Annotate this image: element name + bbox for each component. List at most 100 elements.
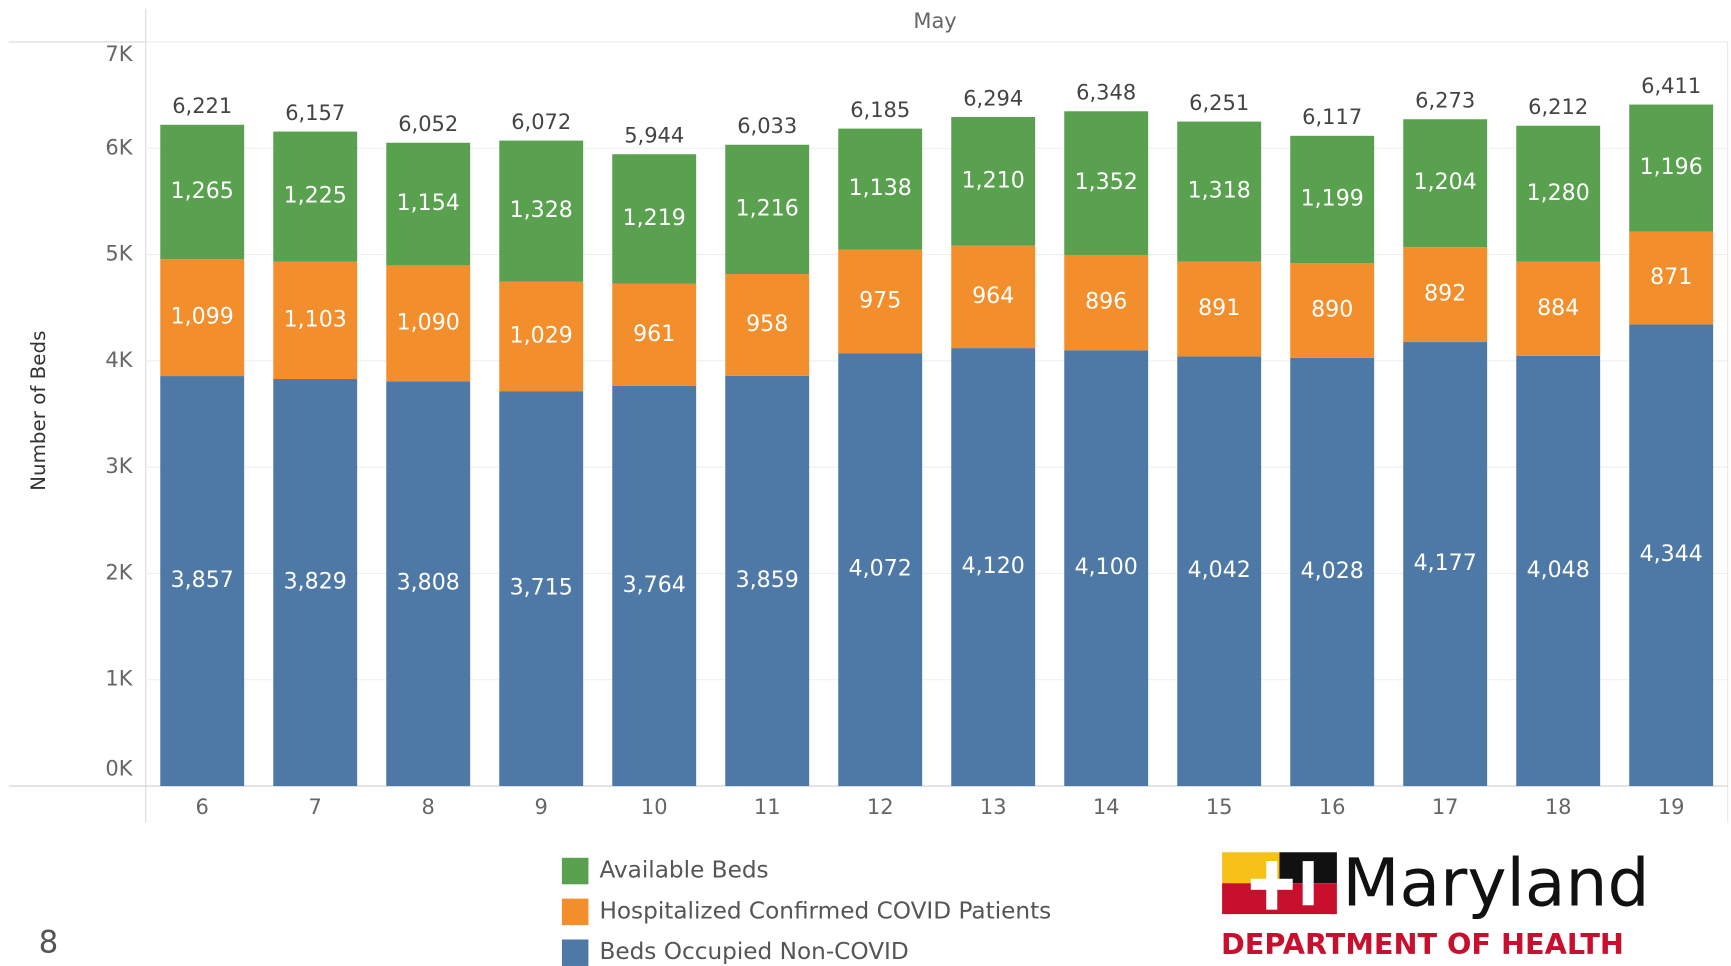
data-label: 1,138 bbox=[849, 176, 912, 201]
bar-segment bbox=[386, 142, 471, 266]
legend-swatch bbox=[561, 898, 589, 926]
legend-swatch bbox=[561, 857, 589, 885]
data-label: 3,808 bbox=[397, 571, 460, 596]
bar-segment bbox=[612, 385, 697, 787]
data-label: 1,318 bbox=[1188, 179, 1251, 204]
data-label: 1,280 bbox=[1527, 181, 1590, 206]
x-tick-label: 6 bbox=[196, 795, 209, 819]
logo-name: Maryland bbox=[1342, 845, 1649, 922]
data-label: 896 bbox=[1085, 290, 1127, 315]
data-label: 1,103 bbox=[284, 307, 347, 332]
total-label: 6,348 bbox=[1076, 81, 1136, 105]
total-label: 6,212 bbox=[1528, 95, 1588, 119]
bar-segment bbox=[1290, 135, 1375, 264]
bar-segment bbox=[951, 117, 1036, 246]
y-tick-label: 5K bbox=[105, 242, 133, 266]
total-label: 6,411 bbox=[1641, 74, 1701, 98]
x-tick-label: 9 bbox=[535, 795, 548, 819]
bar-segment bbox=[1516, 125, 1601, 262]
x-tick-label: 11 bbox=[754, 795, 781, 819]
data-label: 1,099 bbox=[171, 305, 234, 330]
total-label: 6,294 bbox=[963, 86, 1023, 110]
bar-segment bbox=[1629, 231, 1714, 325]
data-label: 975 bbox=[859, 288, 901, 313]
data-label: 3,859 bbox=[736, 568, 799, 593]
data-label: 4,120 bbox=[962, 554, 1025, 579]
bar-segment bbox=[1064, 111, 1149, 255]
y-axis-label: Number of Beds bbox=[27, 331, 50, 491]
legend-swatch bbox=[561, 939, 589, 966]
data-label: 1,210 bbox=[962, 168, 1025, 193]
x-tick-label: 10 bbox=[641, 795, 668, 819]
data-label: 1,352 bbox=[1075, 170, 1138, 195]
bar-segment bbox=[1177, 356, 1262, 787]
x-tick-label: 17 bbox=[1432, 795, 1459, 819]
bar-segment bbox=[725, 274, 810, 376]
bar-segment bbox=[1629, 324, 1714, 787]
data-label: 4,100 bbox=[1075, 555, 1138, 580]
y-tick-label: 0K bbox=[105, 756, 133, 780]
bar-segment bbox=[838, 249, 923, 354]
total-label: 6,052 bbox=[398, 112, 458, 136]
bar-segment bbox=[1403, 342, 1488, 787]
bar-segment bbox=[160, 259, 245, 377]
y-tick-label: 1K bbox=[105, 667, 133, 691]
data-label: 964 bbox=[972, 284, 1014, 309]
bar-segment bbox=[838, 128, 923, 250]
bar-segment bbox=[499, 281, 584, 392]
bar-segment bbox=[160, 376, 245, 787]
total-label: 6,033 bbox=[737, 114, 797, 138]
bar-segment bbox=[1290, 263, 1375, 358]
data-label: 891 bbox=[1198, 296, 1240, 321]
data-label: 4,048 bbox=[1527, 558, 1590, 583]
bar-segment bbox=[1403, 119, 1488, 248]
bar-segment bbox=[160, 124, 245, 260]
bar-segment bbox=[838, 353, 923, 787]
bar-segment bbox=[1177, 261, 1262, 357]
data-label: 1,199 bbox=[1301, 187, 1364, 212]
total-label: 6,251 bbox=[1189, 91, 1249, 115]
total-label: 5,944 bbox=[624, 124, 684, 148]
data-label: 1,225 bbox=[284, 184, 347, 209]
bar-segment bbox=[612, 283, 697, 386]
bar-segment bbox=[1064, 350, 1149, 787]
total-label: 6,072 bbox=[511, 110, 571, 134]
total-label: 6,157 bbox=[285, 101, 345, 125]
data-label: 3,857 bbox=[171, 568, 234, 593]
flag-cross bbox=[1302, 861, 1314, 906]
bar-segment bbox=[273, 131, 358, 262]
bar-segment bbox=[1177, 121, 1262, 262]
x-tick-label: 14 bbox=[1093, 795, 1120, 819]
bar-segment bbox=[386, 381, 471, 787]
data-label: 1,216 bbox=[736, 196, 799, 221]
y-tick-label: 6K bbox=[105, 135, 133, 159]
header: May bbox=[913, 9, 956, 33]
data-label: 884 bbox=[1537, 296, 1579, 321]
y-tick-label: 2K bbox=[105, 560, 133, 584]
x-tick-label: 16 bbox=[1319, 795, 1346, 819]
data-label: 961 bbox=[633, 322, 675, 347]
data-label: 4,028 bbox=[1301, 559, 1364, 584]
data-label: 3,715 bbox=[510, 576, 573, 601]
flag-cross bbox=[1250, 878, 1293, 890]
total-label: 6,185 bbox=[850, 98, 910, 122]
x-tick-label: 19 bbox=[1658, 795, 1685, 819]
data-label: 4,042 bbox=[1188, 558, 1251, 583]
x-tick-label: 7 bbox=[309, 795, 322, 819]
bar-segment bbox=[386, 265, 471, 382]
total-label: 6,117 bbox=[1302, 105, 1362, 129]
bar-segment bbox=[725, 375, 810, 787]
data-label: 4,344 bbox=[1640, 542, 1703, 567]
data-label: 4,177 bbox=[1414, 551, 1477, 576]
data-label: 1,154 bbox=[397, 191, 460, 216]
y-tick-label: 4K bbox=[105, 348, 133, 372]
legend-label: Beds Occupied Non-COVID bbox=[599, 938, 908, 965]
bar-segment bbox=[273, 379, 358, 787]
bar-segment bbox=[612, 154, 697, 284]
data-label: 3,764 bbox=[623, 573, 686, 598]
bar-segment bbox=[1516, 355, 1601, 787]
y-tick-label: 3K bbox=[105, 454, 133, 478]
data-label: 1,219 bbox=[623, 206, 686, 231]
bar-segment bbox=[725, 144, 810, 275]
